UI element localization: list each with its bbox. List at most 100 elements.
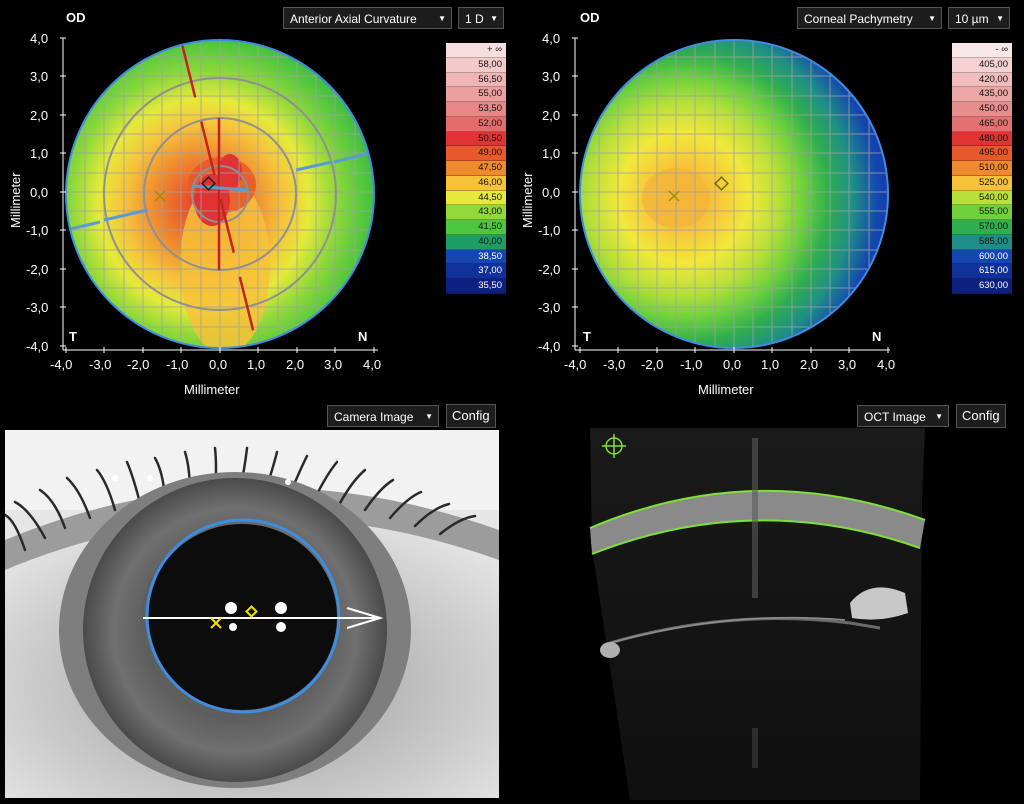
scale-step: 420,00 [952,72,1012,88]
y-tick: 2,0 [542,108,561,123]
right-map-type-value: Corneal Pachymetry [804,12,913,26]
scale-step: 585,00 [952,234,1012,250]
y-tick: 0,0 [542,185,561,200]
x-tick: 1,0 [247,357,266,372]
x-tick: 0,0 [723,357,742,372]
left-curvature-map[interactable] [0,0,512,400]
chevron-down-icon: ▼ [425,412,433,421]
y-tick: -1,0 [26,223,49,238]
scale-step: 50,50 [446,131,506,147]
y-tick: -4,0 [538,339,561,354]
pupil-center-marker [154,190,166,202]
nasal-label: N [872,329,882,344]
x-tick: -4,0 [50,357,73,372]
chevron-down-icon: ▼ [438,14,446,23]
camera-view-select[interactable]: Camera Image ▼ [327,405,439,427]
camera-config-button[interactable]: Config [446,404,496,428]
scale-step: 37,00 [446,264,506,279]
x-tick: 4,0 [877,357,896,372]
oct-scan-image[interactable] [580,428,930,800]
scale-step: + ∞ [446,43,506,58]
scale-step: 58,00 [446,57,506,73]
x-tick: 3,0 [838,357,857,372]
x-tick: 2,0 [800,357,819,372]
scale-step: 555,00 [952,205,1012,220]
curvature-color-scale: + ∞ 58,00 56,50 55,00 53,50 52,00 50,50 49,00 47… [446,43,506,294]
x-tick: -2,0 [641,357,664,372]
x-tick: 0,0 [209,357,228,372]
scale-step: 600,00 [952,249,1012,265]
y-tick: -3,0 [538,300,561,315]
x-axis-label: Millimeter [698,382,754,397]
scale-step: 38,50 [446,249,506,265]
scale-step: 53,50 [446,102,506,117]
scale-step: 49,00 [446,146,506,161]
scale-step: 43,00 [446,205,506,220]
x-tick: -4,0 [564,357,587,372]
scale-step: 435,00 [952,87,1012,102]
scale-step: 630,00 [952,279,1012,294]
chevron-down-icon: ▼ [935,412,943,421]
y-tick: 0,0 [30,185,49,200]
scale-step: 480,00 [952,131,1012,147]
scale-step: 615,00 [952,264,1012,279]
x-tick: 3,0 [324,357,343,372]
nasal-label: N [358,329,368,344]
left-step-select[interactable]: 1 D ▼ [458,7,504,29]
y-axis-label: Millimeter [8,172,23,228]
pupil-center-marker [668,190,680,202]
right-eye-label: OD [580,10,600,25]
apex-marker [245,605,258,618]
left-map-type-select[interactable]: Anterior Axial Curvature ▼ [283,7,452,29]
oct-view-select[interactable]: OCT Image ▼ [857,405,949,427]
scale-step: 495,00 [952,146,1012,161]
scale-step: 56,50 [446,72,506,88]
y-tick: -1,0 [538,223,561,238]
scale-step: 41,50 [446,220,506,235]
pupil-center-marker [210,617,222,629]
left-step-value: 1 D [465,12,484,26]
x-tick: -1,0 [680,357,703,372]
oct-config-button[interactable]: Config [956,404,1006,428]
y-tick: -2,0 [538,262,561,277]
scale-step: 405,00 [952,57,1012,73]
y-tick: -4,0 [26,339,49,354]
right-map-type-select[interactable]: Corneal Pachymetry ▼ [797,7,942,29]
scale-step: 55,00 [446,87,506,102]
y-tick: 4,0 [542,31,561,46]
scale-step: 35,50 [446,279,506,294]
x-axis-label: Millimeter [184,382,240,397]
scale-step: 525,00 [952,175,1012,191]
y-tick: 2,0 [30,108,49,123]
scale-step: 46,00 [446,175,506,191]
scale-step: 44,50 [446,190,506,206]
x-tick: 1,0 [761,357,780,372]
scale-step: 450,00 [952,102,1012,117]
thinnest-point-marker [714,176,729,191]
left-map-type-value: Anterior Axial Curvature [290,12,417,26]
x-tick: -3,0 [603,357,626,372]
x-tick: 4,0 [363,357,382,372]
apex-marker [201,176,216,191]
scale-step: 40,00 [446,234,506,250]
left-eye-label: OD [66,10,86,25]
scale-step: - ∞ [952,43,1012,58]
x-tick: 2,0 [286,357,305,372]
y-tick: -2,0 [26,262,49,277]
y-tick: -3,0 [26,300,49,315]
y-axis-label: Millimeter [520,172,535,228]
y-tick: 3,0 [30,69,49,84]
temporal-label: T [69,329,77,344]
camera-eye-image[interactable] [5,430,499,798]
temporal-label: T [583,329,591,344]
x-tick: -3,0 [89,357,112,372]
y-tick: 4,0 [30,31,49,46]
scale-step: 465,00 [952,116,1012,132]
scale-step: 570,00 [952,220,1012,235]
oct-view-value: OCT Image [864,410,926,424]
scale-step: 510,00 [952,161,1012,176]
right-step-select[interactable]: 10 µm ▼ [948,7,1010,29]
right-pachymetry-map[interactable] [512,0,1024,400]
y-tick: 3,0 [542,69,561,84]
chevron-down-icon: ▼ [996,14,1004,23]
